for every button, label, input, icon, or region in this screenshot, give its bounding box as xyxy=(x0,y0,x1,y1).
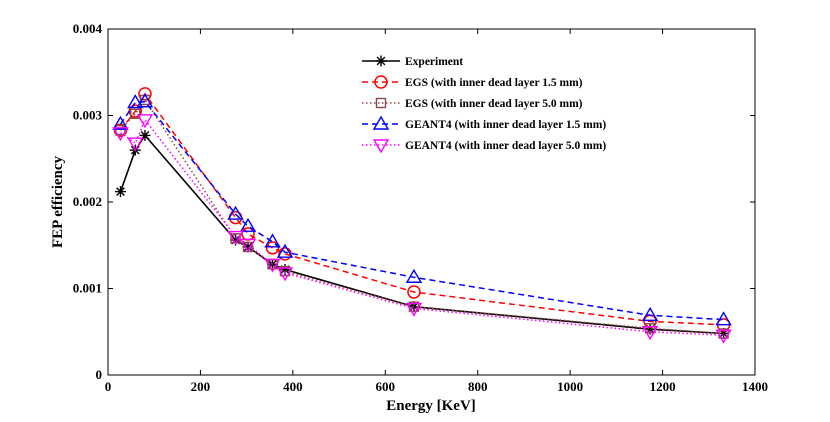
data-point xyxy=(278,247,292,261)
data-point xyxy=(114,186,126,198)
series-line xyxy=(119,98,724,335)
legend-marker xyxy=(374,75,388,89)
legend-marker xyxy=(375,55,387,67)
x-tick-label: 800 xyxy=(468,379,488,394)
x-axis-label: Energy [KeV] xyxy=(386,398,476,414)
legend-item-3: EGS (with inner dead layer 5.0 mm) xyxy=(362,97,583,110)
x-tick-label: 0 xyxy=(105,379,112,394)
data-point xyxy=(276,243,294,258)
x-tick-label: 400 xyxy=(283,379,303,394)
data-point xyxy=(715,311,732,326)
y-tick-label: 0.003 xyxy=(73,108,103,123)
data-point xyxy=(405,302,423,317)
legend-item-2: EGS (with inner dead layer 1.5 mm) xyxy=(362,75,583,89)
x-tick-label: 200 xyxy=(191,379,211,394)
y-tick-label: 0 xyxy=(96,367,103,382)
series-4 xyxy=(112,93,732,326)
legend-marker xyxy=(372,139,390,154)
data-point xyxy=(127,137,144,152)
data-point xyxy=(239,217,257,232)
legend-label: GEANT4 (with inner dead layer 1.5 mm) xyxy=(405,119,606,131)
data-point xyxy=(115,125,126,136)
axis-ticks: 0 200 400 600 800 1000 1200 1400 0 0.001 0.002 0.00… xyxy=(73,21,768,394)
legend-marker xyxy=(375,97,387,109)
data-point xyxy=(405,268,423,283)
data-point xyxy=(138,87,152,101)
data-point xyxy=(227,230,244,245)
data-point xyxy=(264,233,281,248)
legend-item-5: GEANT4 (with inner dead layer 5.0 mm) xyxy=(362,139,606,154)
data-point xyxy=(112,115,129,130)
x-tick-label: 1000 xyxy=(557,379,583,394)
y-tick-label: 0.002 xyxy=(73,194,102,209)
y-axis-label: FEP efficiency xyxy=(50,155,66,248)
data-point xyxy=(644,323,656,334)
x-tick-label: 1200 xyxy=(650,379,676,394)
legend-label: Experiment xyxy=(405,56,463,68)
data-point xyxy=(136,93,154,108)
series-5 xyxy=(112,114,732,344)
data-point xyxy=(130,108,141,119)
data-point xyxy=(641,326,659,341)
legend-item-1: Experiment xyxy=(362,55,463,68)
series-line xyxy=(120,118,724,336)
legend-box xyxy=(355,50,653,160)
data-point xyxy=(265,241,280,255)
data-point xyxy=(641,306,659,322)
data-point xyxy=(139,129,151,141)
data-point xyxy=(112,127,129,142)
data-point xyxy=(239,238,257,253)
legend-label: GEANT4 (with inner dead layer 5.0 mm) xyxy=(405,140,606,152)
data-point xyxy=(715,329,732,344)
series-layer xyxy=(112,87,732,344)
y-tick-label: 0.001 xyxy=(73,281,102,296)
data-point xyxy=(127,94,144,109)
data-point xyxy=(407,285,421,299)
legend: Experiment EGS (with inner dead layer 1.5… xyxy=(355,50,653,160)
legend-item-4: GEANT4 (with inner dead layer 1.5 mm) xyxy=(362,115,606,131)
data-point xyxy=(264,258,281,273)
legend-label: EGS (with inner dead layer 5.0 mm) xyxy=(405,98,583,110)
data-point xyxy=(227,205,244,220)
data-point xyxy=(136,114,154,129)
x-tick-label: 600 xyxy=(376,379,396,394)
legend-label: EGS (with inner dead layer 1.5 mm) xyxy=(405,77,583,89)
data-point xyxy=(276,267,294,282)
y-tick-label: 0.004 xyxy=(73,21,103,36)
x-tick-label: 1400 xyxy=(742,379,768,394)
legend-marker xyxy=(372,115,390,130)
